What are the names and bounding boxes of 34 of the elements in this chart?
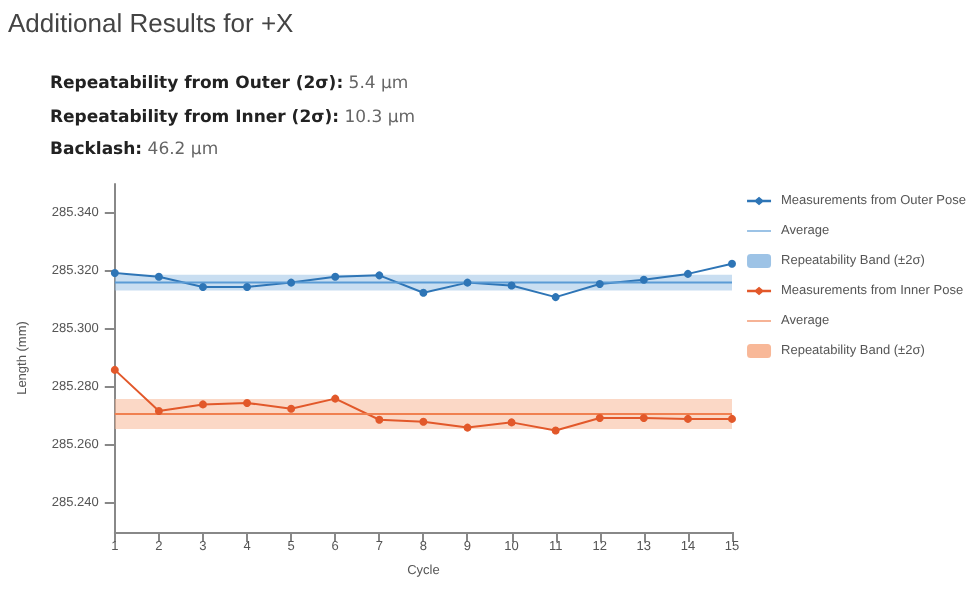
point (198, 400, 207, 409)
point (551, 293, 560, 302)
point (595, 280, 604, 289)
point (243, 398, 252, 407)
point (331, 272, 340, 281)
point (728, 414, 736, 423)
text: Backlash: 46.2 μm (50, 140, 219, 160)
point (110, 365, 119, 374)
point (154, 272, 163, 281)
point (419, 417, 428, 426)
point (728, 259, 736, 268)
point (110, 269, 119, 278)
point (683, 269, 692, 278)
chart-title: Additional Results for +X (8, 8, 294, 38)
point (243, 282, 252, 291)
point (639, 414, 648, 423)
point (551, 426, 560, 435)
point (639, 275, 648, 284)
point (287, 404, 296, 413)
point (154, 407, 163, 416)
point (331, 394, 340, 403)
point (287, 278, 296, 287)
text: Repeatability from Inner (2σ): 10.3 μm (50, 107, 416, 127)
point (463, 423, 472, 432)
point (507, 281, 516, 290)
point (375, 271, 384, 280)
point (463, 278, 472, 287)
point (507, 418, 516, 427)
text: Repeatability from Outer (2σ): 5.4 μm (50, 74, 409, 94)
point (198, 282, 207, 291)
point (375, 415, 384, 424)
point (419, 288, 428, 297)
point (595, 414, 604, 423)
point (683, 414, 692, 423)
